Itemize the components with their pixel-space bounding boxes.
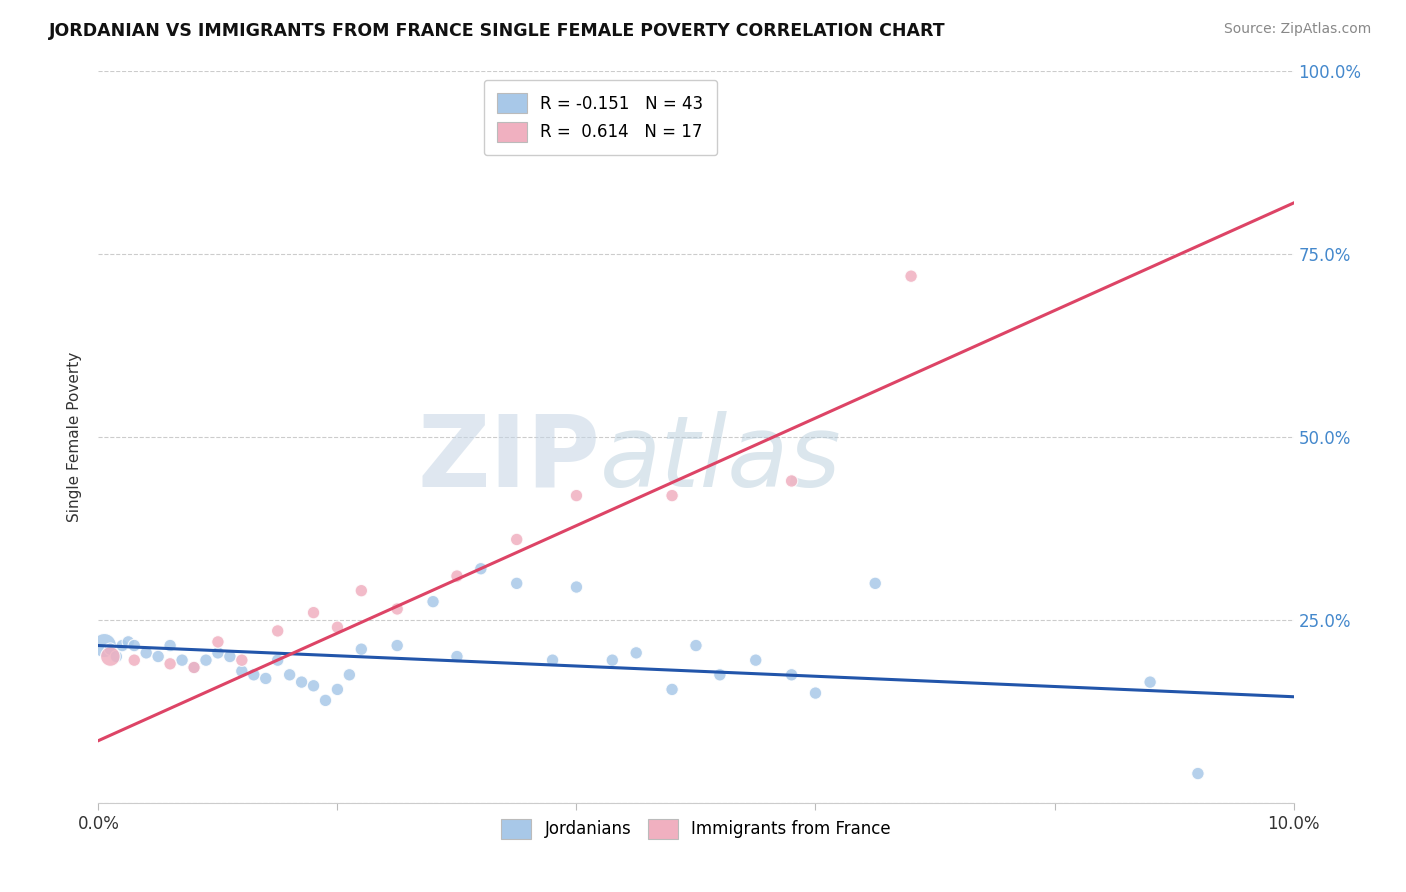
Point	[267, 653, 290, 667]
Point	[302, 606, 325, 620]
Point	[385, 639, 409, 653]
Point	[1187, 766, 1209, 780]
Point	[1139, 675, 1161, 690]
Point	[565, 580, 588, 594]
Point	[709, 667, 731, 681]
Point	[780, 474, 803, 488]
Point	[254, 672, 277, 686]
Point	[159, 657, 181, 671]
Point	[159, 639, 181, 653]
Point	[207, 635, 229, 649]
Point	[267, 624, 290, 638]
Point	[626, 646, 648, 660]
Point	[124, 639, 146, 653]
Point	[385, 602, 409, 616]
Point	[506, 576, 529, 591]
Text: atlas: atlas	[600, 410, 842, 508]
Point	[602, 653, 624, 667]
Point	[183, 660, 205, 674]
Point	[207, 646, 229, 660]
Point	[243, 667, 266, 681]
Point	[172, 653, 194, 667]
Point	[231, 664, 253, 678]
Text: JORDANIAN VS IMMIGRANTS FROM FRANCE SINGLE FEMALE POVERTY CORRELATION CHART: JORDANIAN VS IMMIGRANTS FROM FRANCE SING…	[49, 22, 946, 40]
Point	[339, 667, 361, 681]
Text: ZIP: ZIP	[418, 410, 600, 508]
Point	[900, 269, 922, 284]
Point	[124, 653, 146, 667]
Point	[117, 635, 139, 649]
Point	[326, 620, 349, 634]
Point	[661, 682, 683, 697]
Point	[565, 489, 588, 503]
Point	[506, 533, 529, 547]
Point	[470, 562, 492, 576]
Point	[278, 667, 301, 681]
Point	[326, 682, 349, 697]
Point	[291, 675, 314, 690]
Point	[219, 649, 242, 664]
Point	[685, 639, 707, 653]
Point	[350, 642, 373, 657]
Point	[804, 686, 827, 700]
Point	[541, 653, 564, 667]
Point	[93, 639, 115, 653]
Point	[865, 576, 887, 591]
Point	[231, 653, 253, 667]
Point	[302, 679, 325, 693]
Point	[661, 489, 683, 503]
Point	[446, 649, 468, 664]
Point	[446, 569, 468, 583]
Point	[183, 660, 205, 674]
Point	[195, 653, 218, 667]
Point	[135, 646, 157, 660]
Point	[98, 649, 122, 664]
Point	[350, 583, 373, 598]
Text: Source: ZipAtlas.com: Source: ZipAtlas.com	[1223, 22, 1371, 37]
Point	[105, 649, 128, 664]
Point	[98, 642, 122, 657]
Legend: Jordanians, Immigrants from France: Jordanians, Immigrants from France	[495, 812, 897, 846]
Point	[315, 693, 337, 707]
Point	[422, 594, 444, 608]
Point	[780, 667, 803, 681]
Point	[148, 649, 170, 664]
Point	[745, 653, 768, 667]
Point	[111, 639, 134, 653]
Y-axis label: Single Female Poverty: Single Female Poverty	[67, 352, 83, 522]
